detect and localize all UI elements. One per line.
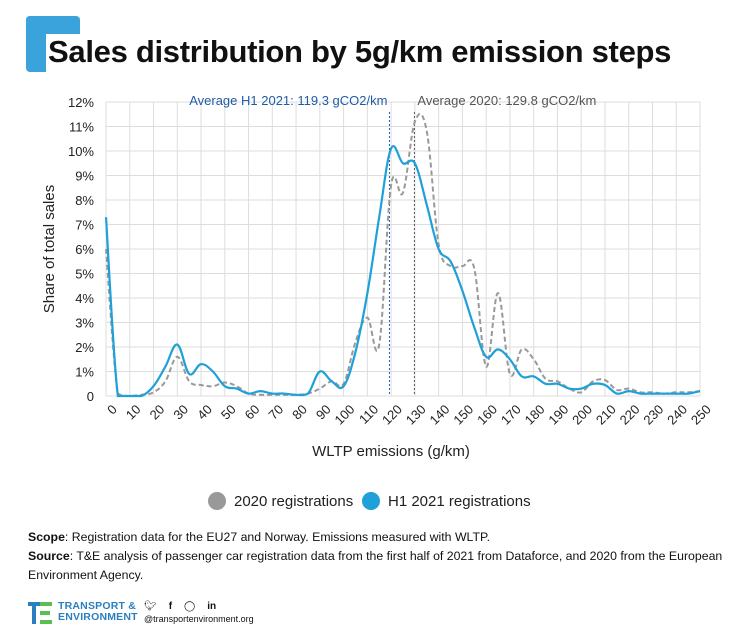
footer: TRANSPORT & ENVIRONMENT 🐦︎ f ◯ in @trans…	[28, 598, 428, 628]
x-tick-label: 20	[147, 402, 168, 423]
y-tick-label: 8%	[75, 193, 94, 208]
x-tick-label: 100	[332, 402, 358, 428]
scope-label: Scope	[28, 530, 65, 544]
facebook-icon[interactable]: f	[168, 601, 173, 612]
legend-dot-h1-2021	[362, 492, 380, 510]
y-tick-label: 1%	[75, 365, 94, 380]
title-block: Sales distribution by 5g/km emission ste…	[0, 0, 750, 80]
x-tick-label: 10	[123, 402, 144, 423]
x-tick-label: 150	[450, 402, 476, 428]
series-line-h1-2021	[104, 145, 701, 398]
source-note: Source: T&E analysis of passenger car re…	[28, 547, 728, 585]
y-tick-label: 6%	[75, 242, 94, 257]
x-tick-label: 50	[218, 402, 239, 423]
instagram-icon[interactable]: ◯	[184, 601, 196, 612]
x-tick-label: 230	[640, 402, 666, 428]
x-tick-label: 30	[170, 402, 191, 423]
x-tick-label: 130	[403, 402, 429, 428]
x-tick-label: 110	[356, 402, 381, 427]
x-tick-label: 160	[474, 402, 500, 428]
x-tick-label: 190	[545, 402, 571, 428]
legend-item-h1-2021: H1 2021 registrations	[362, 492, 531, 510]
website-handle[interactable]: @transportenvironment.org	[144, 614, 254, 624]
social-icons: 🐦︎ f ◯ in	[144, 601, 216, 612]
y-tick-label: 2%	[75, 340, 94, 355]
x-tick-label: 140	[427, 402, 453, 428]
x-tick-label: 120	[379, 402, 405, 428]
x-tick-label: 60	[242, 402, 263, 423]
series-line-2020	[105, 113, 701, 398]
y-tick-label: 4%	[75, 291, 94, 306]
y-tick-label: 12%	[68, 95, 94, 110]
x-tick-label: 0	[104, 402, 120, 418]
logo-text: TRANSPORT & ENVIRONMENT	[58, 601, 138, 623]
x-tick-label: 250	[688, 402, 714, 428]
y-tick-label: 7%	[75, 218, 94, 233]
x-tick-label: 40	[194, 402, 215, 423]
linkedin-icon[interactable]: in	[207, 601, 217, 612]
chart-title: Sales distribution by 5g/km emission ste…	[48, 34, 672, 69]
y-tick-label: 10%	[68, 144, 94, 159]
chart-area: 01%2%3%4%5%6%7%8%9%10%11%12%0 10 20 30 40 50 6…	[41, 93, 714, 460]
x-tick-label: 80	[289, 402, 310, 423]
x-axis-title: WLTP emissions (g/km)	[312, 443, 470, 460]
x-tick-label: 170	[498, 402, 524, 428]
y-tick-label: 3%	[75, 316, 94, 331]
logo-line-2: ENVIRONMENT	[58, 611, 138, 623]
legend-label-h1-2021: H1 2021 registrations	[388, 492, 531, 510]
x-tick-label: 210	[593, 402, 619, 428]
legend-item-2020: 2020 registrations	[208, 492, 353, 510]
y-tick-label: 11%	[69, 120, 94, 135]
scope-note: Scope: Registration data for the EU27 an…	[28, 528, 728, 547]
y-tick-label: 9%	[75, 169, 94, 184]
y-tick-label: 5%	[75, 267, 94, 282]
title-accent-top	[26, 16, 80, 34]
x-tick-label: 180	[522, 402, 548, 428]
y-axis-title: Share of total sales	[41, 185, 58, 313]
legend: 2020 registrations H1 2021 registrations	[0, 492, 750, 512]
source-text: : T&E analysis of passenger car registra…	[28, 549, 723, 582]
x-tick-label: 200	[569, 402, 595, 428]
notes: Scope: Registration data for the EU27 an…	[28, 528, 728, 585]
average-label: Average 2020: 129.8 gCO2/km	[417, 93, 596, 108]
te-logo-icon	[28, 602, 52, 624]
source-label: Source	[28, 549, 70, 563]
average-label: Average H1 2021: 119.3 gCO2/km	[189, 93, 387, 108]
x-tick-label: 220	[617, 402, 643, 428]
legend-dot-2020	[208, 492, 226, 510]
scope-text: : Registration data for the EU27 and Nor…	[64, 530, 491, 544]
x-tick-label: 90	[313, 402, 334, 423]
legend-label-2020: 2020 registrations	[234, 492, 354, 510]
x-tick-label: 240	[664, 402, 690, 428]
y-tick-label: 0	[87, 389, 94, 404]
logo-line-1: TRANSPORT &	[58, 600, 137, 612]
twitter-icon[interactable]: 🐦︎	[144, 601, 157, 612]
x-tick-label: 70	[265, 402, 286, 423]
